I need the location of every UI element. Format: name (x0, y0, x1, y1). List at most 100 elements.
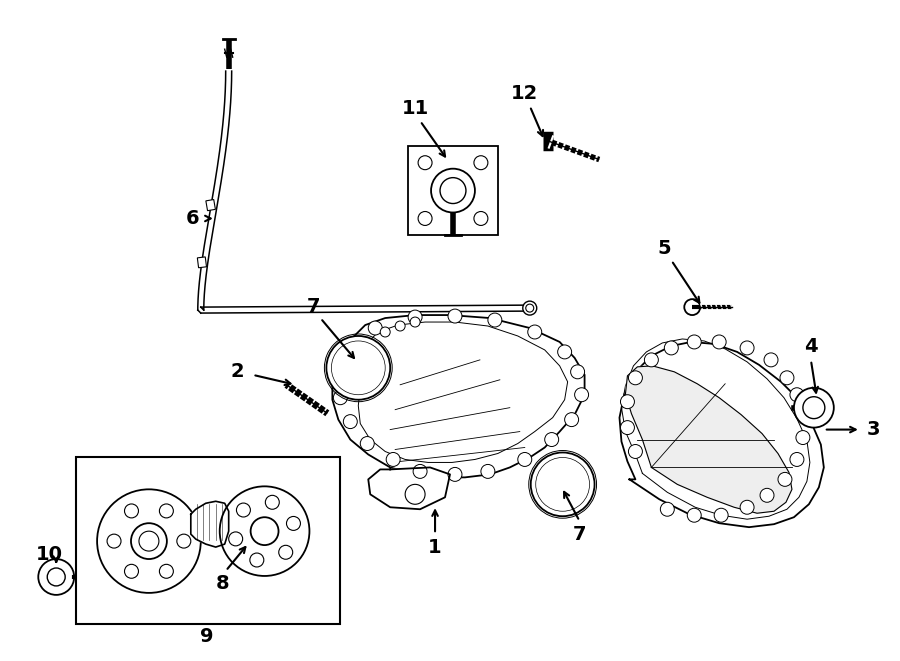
Circle shape (628, 444, 643, 459)
Circle shape (395, 321, 405, 331)
Circle shape (408, 310, 422, 324)
Text: 11: 11 (401, 99, 428, 118)
Text: 9: 9 (200, 627, 213, 646)
Circle shape (574, 388, 589, 402)
Circle shape (778, 473, 792, 486)
Circle shape (518, 453, 532, 467)
Text: 1: 1 (428, 537, 442, 557)
Circle shape (237, 503, 250, 517)
Text: 4: 4 (804, 337, 818, 356)
Circle shape (250, 517, 278, 545)
Circle shape (97, 489, 201, 593)
Text: 6: 6 (186, 209, 200, 228)
Circle shape (644, 353, 659, 367)
Circle shape (474, 156, 488, 170)
Circle shape (286, 516, 301, 530)
Circle shape (628, 371, 643, 385)
Circle shape (712, 335, 726, 349)
Circle shape (139, 531, 159, 551)
Circle shape (333, 365, 347, 379)
Circle shape (544, 432, 559, 447)
Circle shape (418, 156, 432, 170)
Circle shape (688, 508, 701, 522)
Circle shape (413, 465, 428, 479)
Circle shape (159, 504, 174, 518)
Circle shape (159, 564, 174, 578)
Circle shape (796, 408, 810, 422)
Circle shape (664, 341, 679, 355)
Circle shape (684, 299, 700, 315)
Text: 10: 10 (36, 545, 63, 564)
Circle shape (488, 313, 502, 327)
Circle shape (176, 534, 191, 548)
Circle shape (327, 336, 391, 400)
Polygon shape (275, 469, 332, 541)
Circle shape (661, 502, 674, 516)
Polygon shape (332, 315, 585, 477)
Text: 8: 8 (216, 574, 230, 594)
Text: 5: 5 (658, 239, 671, 258)
Circle shape (448, 309, 462, 323)
Circle shape (803, 397, 824, 418)
Circle shape (523, 301, 536, 315)
Circle shape (47, 568, 65, 586)
Text: 12: 12 (511, 85, 538, 104)
Polygon shape (619, 342, 824, 527)
Circle shape (418, 212, 432, 225)
Text: 7: 7 (572, 525, 586, 543)
Circle shape (266, 495, 279, 509)
Circle shape (257, 481, 313, 537)
Circle shape (571, 365, 585, 379)
Circle shape (440, 178, 466, 204)
Circle shape (474, 212, 488, 225)
Circle shape (526, 304, 534, 312)
Circle shape (780, 371, 794, 385)
Bar (197, 257, 206, 268)
Circle shape (688, 335, 701, 349)
Circle shape (620, 395, 634, 408)
Bar (76, 457, 340, 624)
Polygon shape (368, 467, 450, 509)
Circle shape (405, 485, 425, 504)
Circle shape (620, 420, 634, 434)
Circle shape (250, 553, 264, 567)
Circle shape (790, 453, 804, 467)
Circle shape (740, 500, 754, 514)
Circle shape (331, 341, 385, 395)
Circle shape (760, 488, 774, 502)
Circle shape (229, 532, 243, 546)
Circle shape (220, 486, 310, 576)
Circle shape (131, 524, 166, 559)
Circle shape (740, 341, 754, 355)
Circle shape (796, 430, 810, 444)
Circle shape (764, 353, 778, 367)
Circle shape (715, 508, 728, 522)
Text: 2: 2 (230, 362, 245, 381)
Circle shape (368, 321, 382, 335)
Circle shape (410, 317, 420, 327)
Circle shape (448, 467, 462, 481)
Circle shape (431, 169, 475, 212)
Polygon shape (626, 366, 792, 513)
Circle shape (360, 436, 374, 451)
Circle shape (337, 346, 380, 390)
Circle shape (39, 559, 74, 595)
Circle shape (380, 327, 391, 337)
Circle shape (790, 388, 804, 402)
Circle shape (333, 391, 347, 405)
Circle shape (541, 463, 585, 506)
Circle shape (531, 453, 595, 516)
Circle shape (558, 345, 572, 359)
Circle shape (124, 564, 139, 578)
Circle shape (386, 453, 400, 467)
Circle shape (107, 534, 121, 548)
Circle shape (536, 457, 590, 511)
Circle shape (481, 465, 495, 479)
Polygon shape (191, 501, 229, 547)
Circle shape (267, 491, 303, 527)
Bar (206, 200, 215, 211)
Circle shape (343, 414, 357, 428)
Circle shape (124, 504, 139, 518)
Text: 7: 7 (307, 297, 320, 315)
Text: 3: 3 (867, 420, 880, 439)
